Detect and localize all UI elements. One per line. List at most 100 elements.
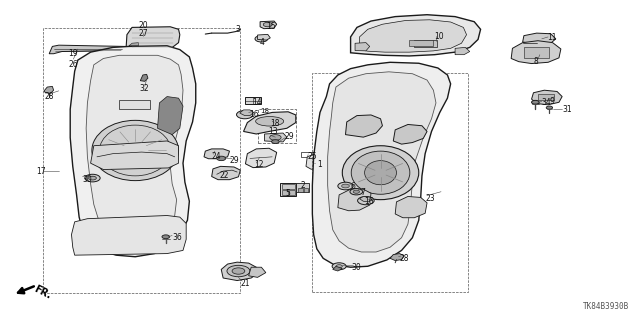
Text: 4: 4	[259, 38, 264, 47]
Bar	[414, 40, 436, 47]
Text: 31: 31	[562, 105, 572, 114]
Circle shape	[358, 196, 374, 205]
Text: 24: 24	[212, 152, 221, 161]
Circle shape	[353, 190, 360, 193]
Text: 5: 5	[285, 189, 290, 198]
Text: 3: 3	[236, 25, 241, 35]
Text: 16: 16	[249, 109, 259, 118]
Polygon shape	[157, 97, 183, 135]
Text: 14: 14	[252, 99, 262, 108]
Bar	[312, 73, 468, 292]
Text: 26: 26	[68, 60, 78, 69]
Polygon shape	[140, 74, 148, 81]
Text: 9: 9	[549, 97, 554, 106]
Circle shape	[255, 36, 268, 42]
Polygon shape	[248, 267, 266, 277]
Text: FR.: FR.	[32, 284, 52, 301]
Text: 22: 22	[220, 172, 230, 180]
Text: 18: 18	[270, 119, 280, 128]
Polygon shape	[91, 141, 179, 170]
Polygon shape	[395, 196, 427, 218]
Text: 8: 8	[534, 57, 538, 66]
Polygon shape	[523, 33, 556, 44]
Polygon shape	[390, 253, 404, 260]
Circle shape	[338, 182, 353, 190]
Polygon shape	[264, 133, 287, 142]
Circle shape	[217, 156, 226, 161]
Circle shape	[350, 188, 363, 195]
Polygon shape	[306, 154, 329, 169]
Polygon shape	[204, 149, 230, 159]
Circle shape	[85, 174, 100, 182]
Polygon shape	[86, 55, 183, 239]
Bar	[119, 100, 150, 109]
Text: 30: 30	[352, 263, 362, 272]
Bar	[280, 183, 296, 196]
Text: 6: 6	[351, 182, 355, 191]
Polygon shape	[240, 110, 253, 116]
Text: 10: 10	[435, 32, 444, 41]
Polygon shape	[355, 43, 370, 51]
Ellipse shape	[92, 120, 179, 180]
Polygon shape	[455, 47, 470, 55]
Polygon shape	[70, 46, 196, 257]
Bar	[296, 183, 309, 192]
Text: 30: 30	[83, 174, 92, 184]
Text: 28: 28	[399, 254, 409, 263]
Text: 20: 20	[138, 21, 148, 30]
Bar	[524, 47, 549, 59]
Polygon shape	[125, 27, 180, 55]
Circle shape	[232, 268, 245, 274]
Circle shape	[342, 184, 349, 188]
Circle shape	[162, 235, 170, 239]
Polygon shape	[394, 124, 427, 144]
Polygon shape	[511, 41, 561, 64]
Bar	[409, 40, 433, 46]
Polygon shape	[212, 166, 241, 180]
Polygon shape	[257, 34, 270, 40]
Text: 32: 32	[140, 84, 149, 93]
Text: 36: 36	[172, 233, 182, 242]
Circle shape	[263, 22, 272, 27]
Circle shape	[332, 263, 346, 270]
Bar	[282, 189, 288, 195]
Circle shape	[532, 100, 540, 104]
Polygon shape	[360, 20, 467, 52]
Bar	[289, 189, 295, 195]
Polygon shape	[351, 15, 481, 56]
Text: 29: 29	[285, 132, 294, 141]
Text: 17: 17	[36, 167, 46, 176]
Text: 34: 34	[541, 99, 552, 108]
Circle shape	[269, 135, 281, 140]
Text: 15: 15	[266, 22, 276, 31]
Ellipse shape	[351, 151, 410, 194]
Polygon shape	[333, 266, 342, 271]
Circle shape	[227, 265, 250, 277]
Circle shape	[237, 110, 253, 119]
Text: TK84B3930B: TK84B3930B	[583, 302, 629, 311]
Bar	[257, 109, 296, 142]
Text: 23: 23	[425, 194, 435, 203]
Polygon shape	[221, 262, 257, 281]
Polygon shape	[338, 189, 371, 211]
Polygon shape	[124, 51, 135, 59]
Polygon shape	[260, 21, 276, 29]
Text: 11: 11	[547, 33, 556, 42]
Text: 7: 7	[360, 188, 365, 197]
Polygon shape	[49, 45, 127, 54]
Polygon shape	[346, 115, 383, 137]
Ellipse shape	[342, 146, 419, 200]
Text: 13: 13	[268, 127, 277, 136]
Text: 1: 1	[317, 160, 321, 169]
Text: 2: 2	[301, 181, 306, 190]
Text: 12: 12	[254, 160, 264, 169]
Polygon shape	[44, 86, 54, 93]
Polygon shape	[328, 72, 436, 252]
Ellipse shape	[365, 161, 396, 185]
Circle shape	[271, 140, 279, 143]
Bar	[246, 97, 260, 104]
Text: 27: 27	[138, 28, 148, 38]
Circle shape	[89, 176, 97, 180]
Text: 16: 16	[365, 197, 374, 206]
Text: 25: 25	[307, 152, 317, 161]
